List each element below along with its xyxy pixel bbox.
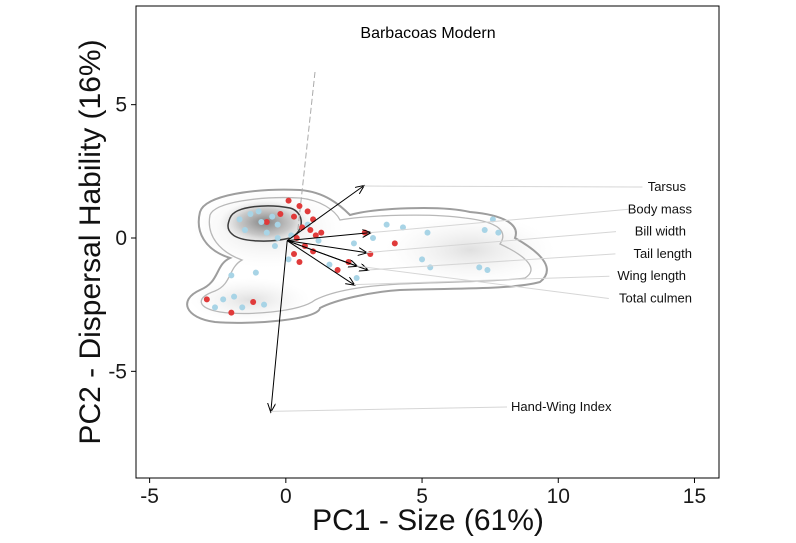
loading-arrow	[271, 240, 288, 412]
data-point	[476, 264, 483, 271]
data-point	[258, 219, 265, 225]
data-point	[285, 197, 292, 204]
data-point	[291, 213, 298, 220]
x-tick-label: 10	[547, 485, 570, 508]
data-point	[261, 301, 268, 308]
data-point	[252, 269, 259, 276]
loading-arrow	[287, 240, 366, 253]
data-point	[274, 221, 281, 228]
data-point	[263, 229, 270, 236]
data-point	[239, 304, 246, 311]
points-layer	[203, 197, 502, 316]
x-axis: -5 0 5 10 15	[140, 478, 706, 508]
loading-arrows	[271, 186, 370, 411]
data-point	[318, 229, 325, 236]
y-axis: -5 0 5	[108, 94, 136, 383]
data-point	[247, 211, 254, 217]
data-point	[484, 267, 491, 273]
data-point	[277, 211, 284, 217]
data-point	[326, 261, 333, 268]
y-tick-label: -5	[108, 360, 127, 383]
x-tick-label: 0	[280, 485, 292, 508]
data-point	[353, 275, 360, 281]
data-point	[399, 224, 406, 231]
outer-contour	[186, 188, 548, 324]
loading-arrow	[286, 186, 363, 242]
data-point	[203, 296, 210, 303]
data-point	[489, 216, 496, 223]
loading-labels: Tarsus Body mass Bill width Tail length Wing…	[270, 179, 693, 414]
loading-arrow	[287, 240, 356, 266]
data-point	[274, 235, 281, 241]
data-point	[304, 208, 311, 215]
loading-leader-line	[363, 185, 643, 188]
data-point	[370, 235, 377, 241]
data-point	[228, 309, 235, 316]
data-point	[495, 229, 502, 236]
data-point	[269, 213, 276, 220]
loading-label: Hand-Wing Index	[511, 399, 612, 414]
loading-label: Wing length	[617, 268, 686, 283]
data-point	[236, 216, 243, 223]
data-point	[334, 267, 341, 273]
loading-arrow	[287, 233, 370, 242]
loading-leader-line	[353, 275, 610, 286]
loading-label: Total culmen	[619, 291, 692, 306]
x-tick-label: 5	[416, 485, 428, 508]
mid-contour	[200, 196, 532, 315]
plot-title: Barbacoas Modern	[360, 25, 495, 42]
data-point	[312, 232, 319, 239]
data-point	[315, 237, 322, 244]
data-point	[307, 227, 314, 233]
y-axis-title: PC2 - Dispersal Hability (16%)	[74, 39, 107, 444]
data-point	[285, 256, 292, 263]
dashed-reference-line	[296, 71, 316, 239]
data-point	[383, 221, 390, 228]
y-tick-label: 0	[115, 227, 127, 250]
loading-label: Tarsus	[648, 179, 687, 194]
data-point	[481, 227, 488, 233]
loading-leader-line	[356, 265, 609, 299]
loading-label: Tail length	[633, 246, 692, 261]
data-point	[304, 221, 311, 228]
data-point	[263, 219, 270, 225]
loading-arrow	[286, 240, 354, 285]
data-point	[296, 259, 303, 265]
x-tick-label: -5	[140, 485, 159, 508]
loading-label: Bill width	[635, 224, 686, 239]
data-point	[228, 272, 235, 279]
data-point	[212, 304, 219, 311]
data-point	[291, 251, 298, 257]
data-point	[296, 203, 303, 209]
x-tick-label: 15	[683, 485, 706, 508]
data-point	[220, 296, 227, 303]
y-tick-label: 5	[115, 94, 127, 117]
loading-leader-line	[370, 208, 629, 234]
data-point	[350, 240, 357, 247]
loading-leader-line	[366, 231, 617, 254]
loading-leader-line	[367, 253, 616, 271]
loading-leader-line	[270, 406, 508, 412]
data-point	[250, 299, 257, 305]
data-point	[255, 208, 262, 215]
data-point	[419, 256, 426, 263]
data-point	[391, 240, 398, 247]
data-point	[424, 229, 431, 236]
loading-label: Body mass	[628, 201, 693, 216]
data-point	[271, 243, 278, 249]
data-point	[231, 293, 238, 300]
x-axis-title: PC1 - Size (61%)	[312, 504, 544, 537]
data-point	[427, 264, 434, 271]
data-point	[310, 216, 317, 223]
data-point	[241, 227, 248, 233]
